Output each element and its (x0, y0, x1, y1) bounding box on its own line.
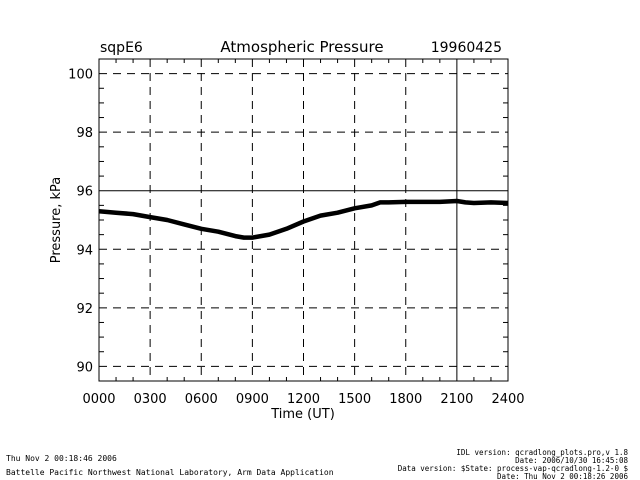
footer-idl-date: Date: 2006/10/30 16:45:08 (515, 456, 628, 465)
x-tick-label: 1200 (287, 392, 320, 407)
chart-title: Atmospheric Pressure (220, 38, 383, 56)
x-tick-label: 0300 (134, 392, 167, 407)
footer-data-date: Date: Thu Nov 2 00:18:26 2006 (497, 472, 628, 480)
x-tick-label: 0600 (185, 392, 218, 407)
x-axis-label: Time (UT) (270, 407, 335, 422)
footer-timestamp: Thu Nov 2 00:18:46 2006 (6, 454, 117, 463)
y-tick-label: 94 (76, 243, 93, 258)
y-axis-label: Pressure, kPa (49, 177, 64, 264)
x-tick-label: 0000 (82, 392, 115, 407)
date-label: 19960425 (431, 40, 502, 56)
y-tick-label: 98 (76, 126, 93, 141)
plot-frame (98, 58, 509, 382)
x-tick-label: 2100 (440, 392, 473, 407)
x-tick-label: 1500 (338, 392, 371, 407)
x-tick-labels: 0000 0300 0600 0900 1200 1500 1800 2100 2400 (82, 392, 524, 407)
x-tick-label: 1800 (389, 392, 422, 407)
y-tick-label: 96 (76, 185, 93, 200)
y-tick-labels: 90 92 94 96 98 100 (68, 68, 93, 376)
x-tick-label: 0900 (236, 392, 269, 407)
x-tick-label: 2400 (491, 392, 524, 407)
axis-ticks (99, 59, 508, 381)
y-tick-label: 90 (76, 360, 93, 375)
y-tick-label: 100 (68, 68, 93, 83)
footer-idl-version: IDL version: qcradlong_plots.pro,v 1.8 (456, 448, 628, 457)
series-layer (98, 198, 509, 240)
y-tick-label: 92 (76, 302, 93, 317)
site-label: sqpE6 (100, 40, 143, 56)
pressure-series-line (98, 198, 509, 240)
footer-lab: Battelle Pacific Northwest National Labo… (6, 468, 334, 477)
footer-data-version: Data version: $State: process-vap-qcradl… (398, 464, 629, 473)
